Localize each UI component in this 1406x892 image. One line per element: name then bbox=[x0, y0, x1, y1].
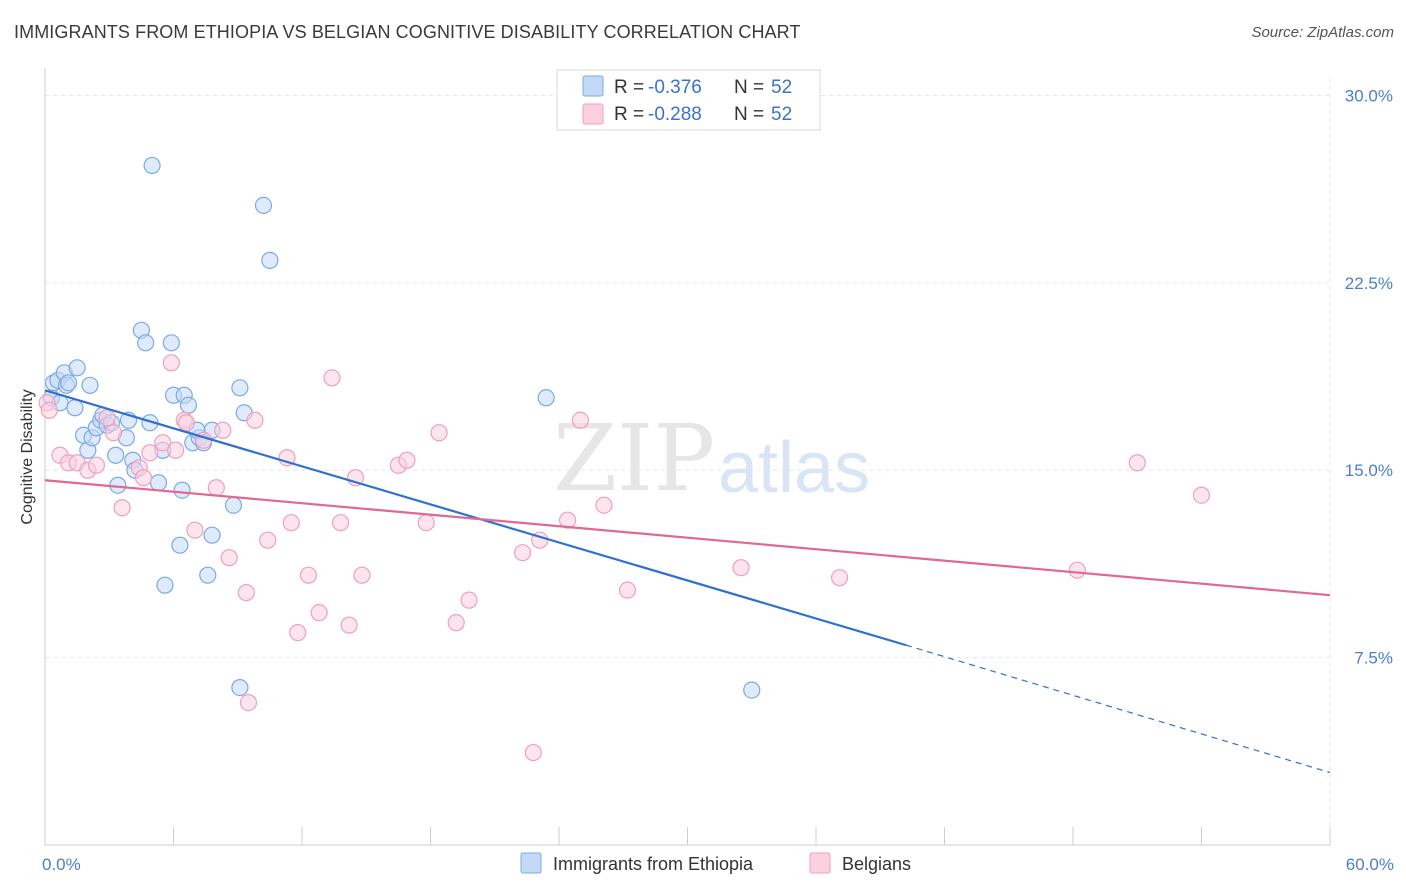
point-ethiopia bbox=[68, 359, 86, 377]
point-ethiopia bbox=[171, 536, 189, 554]
watermark-atlas: atlas bbox=[718, 428, 870, 508]
point-ethiopia bbox=[107, 446, 125, 464]
point-ethiopia bbox=[66, 399, 84, 417]
point-belgians bbox=[340, 616, 358, 634]
bottom-legend-label-ethiopia: Immigrants from Ethiopia bbox=[553, 854, 754, 874]
point-belgians bbox=[220, 549, 238, 567]
point-belgians bbox=[595, 496, 613, 514]
point-belgians bbox=[134, 469, 153, 487]
point-belgians bbox=[524, 743, 542, 762]
point-belgians bbox=[1128, 454, 1146, 472]
legend-swatch-ethiopia bbox=[582, 75, 604, 97]
point-belgians bbox=[239, 693, 258, 712]
point-belgians bbox=[830, 569, 849, 587]
point-ethiopia bbox=[137, 334, 155, 352]
point-belgians bbox=[282, 514, 300, 532]
point-belgians bbox=[323, 369, 341, 387]
y-tick-label: 7.5% bbox=[1354, 649, 1393, 668]
point-belgians bbox=[571, 411, 590, 429]
legend-r-label-belgians: R = bbox=[614, 104, 644, 125]
data-points bbox=[38, 156, 1211, 762]
point-belgians bbox=[310, 604, 328, 622]
point-belgians bbox=[167, 441, 185, 459]
point-ethiopia bbox=[537, 389, 555, 407]
point-ethiopia bbox=[743, 681, 761, 699]
point-belgians bbox=[177, 414, 195, 432]
point-ethiopia bbox=[261, 251, 279, 269]
legend-r-value-belgians: -0.288 bbox=[648, 104, 702, 125]
x-tick-label: 60.0% bbox=[1346, 855, 1394, 874]
point-belgians bbox=[513, 544, 532, 562]
point-belgians bbox=[331, 514, 350, 532]
y-tick-label: 30.0% bbox=[1345, 86, 1393, 105]
point-ethiopia bbox=[156, 576, 174, 594]
legend-swatch-belgians bbox=[582, 103, 604, 125]
point-belgians bbox=[732, 559, 750, 577]
point-belgians bbox=[162, 354, 180, 372]
point-ethiopia bbox=[143, 156, 161, 175]
point-ethiopia bbox=[162, 334, 180, 352]
point-ethiopia bbox=[231, 379, 249, 397]
point-belgians bbox=[87, 456, 106, 474]
axes bbox=[44, 68, 1331, 846]
legend-box: R = -0.376 N = 52 R = -0.288 N = 52 bbox=[556, 69, 821, 131]
bottom-legend-swatch-belgians bbox=[809, 852, 831, 874]
point-belgians bbox=[214, 421, 232, 439]
point-ethiopia bbox=[231, 678, 249, 697]
point-belgians bbox=[246, 411, 264, 429]
trend-lines bbox=[44, 389, 1331, 774]
bottom-legend: Immigrants from Ethiopia Belgians bbox=[520, 852, 911, 874]
point-belgians bbox=[98, 409, 116, 427]
y-tick-label: 22.5% bbox=[1345, 274, 1393, 293]
point-ethiopia bbox=[203, 526, 221, 544]
legend-n-label-ethiopia: N = bbox=[734, 77, 764, 98]
point-belgians bbox=[430, 424, 448, 442]
point-belgians bbox=[417, 514, 435, 532]
point-ethiopia bbox=[199, 566, 217, 584]
trend-line-belgians bbox=[44, 479, 1331, 597]
point-ethiopia bbox=[224, 496, 243, 514]
point-belgians bbox=[289, 624, 307, 642]
trend-extension-ethiopia bbox=[905, 644, 1331, 774]
bottom-legend-label-belgians: Belgians bbox=[842, 854, 911, 874]
point-belgians bbox=[207, 479, 225, 497]
point-belgians bbox=[259, 531, 277, 549]
point-belgians bbox=[40, 401, 58, 419]
legend-r-value-ethiopia: -0.376 bbox=[648, 77, 702, 98]
y-tick-label: 15.0% bbox=[1345, 461, 1393, 480]
legend-n-value-belgians: 52 bbox=[771, 104, 792, 125]
point-ethiopia bbox=[173, 481, 191, 499]
point-belgians bbox=[141, 444, 159, 462]
point-ethiopia bbox=[179, 396, 198, 414]
point-ethiopia bbox=[149, 474, 168, 492]
x-tick-label: 0.0% bbox=[42, 855, 81, 874]
point-belgians bbox=[237, 584, 255, 602]
legend-n-value-ethiopia: 52 bbox=[771, 77, 792, 98]
point-belgians bbox=[398, 451, 416, 469]
point-ethiopia bbox=[59, 374, 78, 392]
point-belgians bbox=[104, 424, 123, 442]
point-belgians bbox=[558, 511, 577, 529]
point-belgians bbox=[186, 521, 204, 539]
y-tick-labels: 7.5% 15.0% 22.5% 30.0% bbox=[1345, 86, 1393, 667]
y-axis-label: Cognitive Disability bbox=[19, 389, 36, 524]
bottom-legend-swatch-ethiopia bbox=[520, 852, 542, 874]
point-belgians bbox=[618, 581, 637, 599]
legend-n-label-belgians: N = bbox=[734, 104, 764, 125]
point-belgians bbox=[1192, 486, 1211, 504]
point-belgians bbox=[1068, 561, 1086, 579]
point-belgians bbox=[460, 591, 478, 609]
point-belgians bbox=[353, 566, 371, 584]
legend-r-label-ethiopia: R = bbox=[614, 77, 644, 98]
point-belgians bbox=[154, 434, 172, 452]
point-belgians bbox=[299, 566, 318, 584]
point-belgians bbox=[113, 499, 131, 517]
point-ethiopia bbox=[81, 376, 99, 394]
source-credit: Source: ZipAtlas.com bbox=[1251, 24, 1394, 41]
point-ethiopia bbox=[254, 196, 273, 215]
point-belgians bbox=[447, 614, 465, 632]
x-tick-labels: 0.0% 60.0% bbox=[42, 855, 1394, 874]
chart-title: IMMIGRANTS FROM ETHIOPIA VS BELGIAN COGN… bbox=[14, 22, 801, 42]
